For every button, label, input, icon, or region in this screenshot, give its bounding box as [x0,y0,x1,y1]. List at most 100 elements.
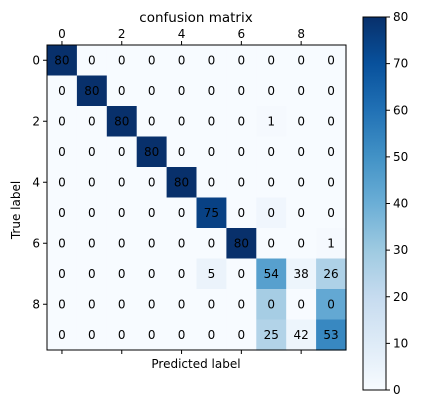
matrix-cell [47,258,78,290]
matrix-cell [166,319,198,351]
matrix-cell [226,319,257,351]
matrix-cell [316,319,347,351]
cell-value-label: 0 [118,145,126,159]
matrix-cell [256,258,287,290]
cell-value-label: 0 [178,236,186,250]
matrix-cell [226,136,257,168]
x-tick-label: 6 [238,27,246,41]
matrix-cell [166,289,198,321]
cell-value-label: 0 [58,328,66,342]
x-axis-label: Predicted label [151,357,240,371]
matrix-cell [196,319,227,351]
matrix-cell [106,75,138,107]
matrix-cell [136,258,168,290]
matrix-cell [166,136,198,168]
cell-value-label: 0 [297,206,305,220]
matrix-cell [76,167,108,199]
matrix-cell [226,167,257,199]
y-tick-label: 6 [32,236,40,250]
matrix-cell [136,319,168,351]
chart-title: confusion matrix [139,10,252,26]
matrix-cell [106,136,138,168]
cell-value-label: 0 [208,114,216,128]
matrix-cell [106,258,138,290]
matrix-cell [106,228,138,260]
matrix-cell [76,289,108,321]
matrix-cell [226,106,257,138]
cell-value-label: 0 [118,328,126,342]
colorbar-tick-label: 60 [393,103,408,117]
matrix-cell [316,106,347,138]
cell-value-label: 80 [54,53,69,67]
matrix-cell [316,228,347,260]
matrix-cell [106,289,138,321]
cell-value-label: 0 [297,145,305,159]
cell-value-label: 80 [234,236,249,250]
cell-value-label: 0 [178,267,186,281]
cell-value-label: 25 [264,328,279,342]
cell-value-label: 75 [204,206,219,220]
matrix-cell [286,136,317,168]
matrix-cell [47,106,78,138]
matrix-cell [226,258,257,290]
matrix-cell [256,167,287,199]
y-axis-label: True label [9,181,23,240]
matrix-cell [196,45,227,77]
matrix-cell [256,45,287,77]
matrix-cell [76,75,108,107]
cell-value-label: 80 [114,114,129,128]
matrix-cell [286,106,317,138]
cell-value-label: 0 [297,114,305,128]
cell-value-label: 0 [178,84,186,98]
colorbar-tick-label: 20 [393,290,408,304]
cell-value-label: 0 [238,145,246,159]
cell-value-label: 26 [323,267,338,281]
cell-value-label: 0 [238,297,246,311]
y-tick-label: 2 [32,114,40,128]
matrix-cell [196,228,227,260]
matrix-cell [136,136,168,168]
cell-value-label: 0 [238,175,246,189]
matrix-cell [196,106,227,138]
matrix-cell [166,228,198,260]
cell-value-label: 80 [84,84,99,98]
cell-value-label: 0 [118,267,126,281]
cell-value-label: 0 [208,84,216,98]
cell-value-label: 0 [297,175,305,189]
cell-value-label: 0 [297,236,305,250]
colorbar-tick-label: 10 [393,336,408,350]
cell-value-label: 54 [264,267,279,281]
x-tick-label: 2 [118,27,126,41]
matrix-cell [166,106,198,138]
cell-value-label: 0 [58,206,66,220]
cell-value-label: 0 [267,175,275,189]
cell-value-label: 0 [238,114,246,128]
matrix-cell [166,45,198,77]
cell-value-label: 0 [297,84,305,98]
matrix-cell [226,197,257,229]
matrix-cell [106,45,138,77]
cell-value-label: 0 [327,206,335,220]
x-tick-label: 0 [58,27,66,41]
cell-value-label: 0 [58,297,66,311]
matrix-cell [76,319,108,351]
cell-value-label: 0 [238,84,246,98]
cell-value-label: 0 [267,297,275,311]
matrix-cell [136,228,168,260]
matrix-cell [316,75,347,107]
cell-value-label: 0 [238,206,246,220]
matrix-cell [136,45,168,77]
matrix-cell [136,75,168,107]
cell-value-label: 0 [88,53,96,67]
cell-value-label: 0 [88,236,96,250]
cell-value-label: 0 [58,267,66,281]
cell-value-label: 0 [327,297,335,311]
matrix-cell [316,167,347,199]
colorbar: 0 10 20 30 40 50 60 70 80 [362,10,408,397]
matrix-cell [166,167,198,199]
colorbar-tick-label: 40 [393,197,408,211]
matrix-cell [166,258,198,290]
cell-value-label: 0 [148,297,156,311]
